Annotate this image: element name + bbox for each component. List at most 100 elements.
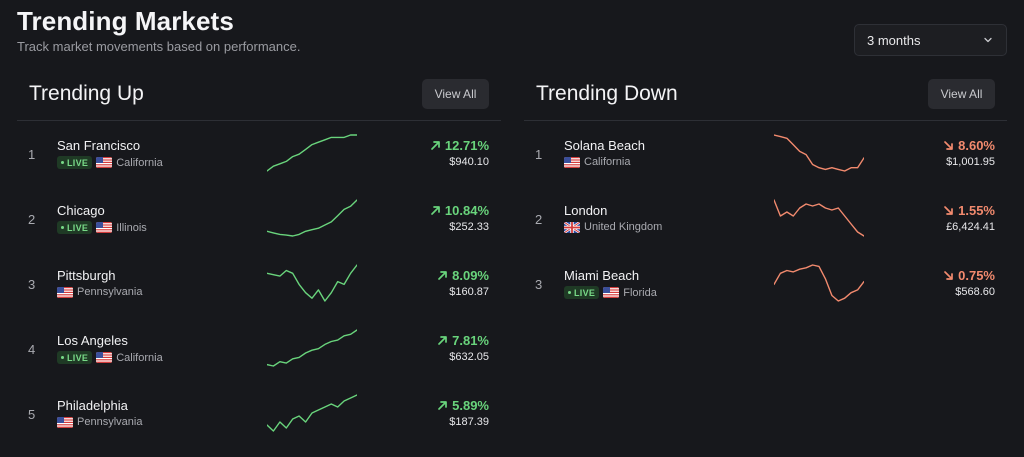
rank-number: 2 [535, 212, 543, 227]
rank-number: 4 [28, 342, 36, 357]
arrow-up-right-icon [430, 205, 441, 216]
market-row[interactable]: 5 Philadelphia Pennsylvania 5.89% $187.39 [17, 381, 501, 446]
rank-number: 2 [28, 212, 36, 227]
sparkline-chart [774, 134, 864, 172]
us-flag-icon [57, 286, 73, 298]
percent-value: 1.55% [958, 203, 995, 218]
price-value: $160.87 [449, 286, 489, 298]
panel-header: Trending Up View All [17, 78, 501, 121]
sparkline-chart [774, 264, 864, 302]
sparkline-line [774, 264, 864, 302]
percent-value: 0.75% [958, 268, 995, 283]
city-name: Chicago [57, 203, 105, 218]
percent-change: 7.81% [437, 333, 489, 348]
live-dot-icon [61, 226, 64, 229]
live-badge: LIVE [564, 286, 600, 299]
city-name: Philadelphia [57, 398, 128, 413]
rank-number: 1 [28, 147, 36, 162]
city-name: Los Angeles [57, 333, 128, 348]
live-label: LIVE [67, 157, 89, 168]
rank-number: 3 [535, 277, 543, 292]
city-name: Solana Beach [564, 138, 645, 153]
sparkline-line [267, 199, 357, 237]
region-name: United Kingdom [584, 221, 663, 233]
live-dot-icon [568, 291, 571, 294]
arrow-up-right-icon [430, 140, 441, 151]
arrow-up-right-icon [437, 400, 448, 411]
city-name: Miami Beach [564, 268, 640, 283]
sparkline-chart [774, 199, 864, 237]
live-badge: LIVE [57, 351, 93, 364]
location-info: Pennsylvania [57, 286, 142, 298]
percent-value: 10.84% [444, 203, 489, 218]
market-row[interactable]: 3 Pittsburgh Pennsylvania 8.09% $160.87 [17, 251, 501, 316]
price-value: $632.05 [449, 351, 489, 363]
live-dot-icon [61, 161, 64, 164]
arrow-down-right-icon [943, 270, 954, 281]
live-label: LIVE [67, 352, 89, 363]
sparkline-chart [267, 199, 357, 237]
time-range-value: 3 months [867, 32, 921, 48]
price-value: $1,001.95 [946, 156, 995, 168]
page-subtitle: Track market movements based on performa… [17, 39, 301, 54]
market-row[interactable]: 3 Miami Beach LIVE Florida 0.75% $568.60 [524, 251, 1007, 316]
location-info: LIVE Florida [564, 286, 657, 299]
city-name: London [564, 203, 608, 218]
rank-number: 1 [535, 147, 543, 162]
page-title: Trending Markets [17, 6, 234, 36]
sparkline-line [267, 264, 357, 302]
city-name: San Francisco [57, 138, 141, 153]
price-value: $568.60 [955, 286, 995, 298]
market-row[interactable]: 4 Los Angeles LIVE California 7.81% $632.05 [17, 316, 501, 381]
us-flag-icon [564, 156, 580, 168]
price-value: £6,424.41 [946, 221, 995, 233]
region-name: Illinois [116, 221, 147, 234]
live-badge: LIVE [57, 221, 93, 234]
view-all-button[interactable]: View All [422, 79, 489, 109]
price-value: $940.10 [449, 156, 489, 168]
view-all-button[interactable]: View All [928, 79, 995, 109]
market-row[interactable]: 2 London United Kingdom 1.55% £6,424.41 [524, 186, 1007, 251]
trending-down-list: 1 Solana Beach California 8.60% $1,001.95 2 Lo… [524, 121, 1007, 316]
region-name: California [116, 351, 163, 364]
location-info: LIVE California [57, 351, 163, 364]
sparkline-line [267, 134, 357, 172]
time-range-select[interactable]: 3 months [854, 24, 1007, 56]
us-flag-icon [96, 157, 113, 168]
sparkline-chart [267, 329, 357, 367]
sparkline-line [774, 199, 864, 237]
region-name: Florida [623, 286, 657, 299]
location-info: California [564, 156, 630, 168]
sparkline-chart [267, 134, 357, 172]
trending-down-panel: Trending Down View All 1 Solana Beach Cali… [524, 78, 1007, 316]
market-row[interactable]: 2 Chicago LIVE Illinois 10.84% $252.33 [17, 186, 501, 251]
live-dot-icon [61, 356, 64, 359]
percent-change: 12.71% [430, 138, 489, 153]
region-name: California [116, 156, 163, 169]
rank-number: 5 [28, 407, 36, 422]
trending-up-panel: Trending Up View All 1 San Francisco LIVE C… [17, 78, 501, 446]
arrow-up-right-icon [437, 270, 448, 281]
sparkline-line [774, 134, 864, 172]
rank-number: 3 [28, 277, 36, 292]
region-name: Pennsylvania [77, 286, 143, 298]
city-name: Pittsburgh [57, 268, 116, 283]
market-row[interactable]: 1 San Francisco LIVE California 12.71% $940.1… [17, 121, 501, 186]
uk-flag-icon [564, 221, 580, 233]
percent-change: 5.89% [437, 398, 489, 413]
region-name: Pennsylvania [77, 416, 143, 428]
arrow-down-right-icon [943, 140, 954, 151]
location-info: United Kingdom [564, 221, 662, 233]
market-row[interactable]: 1 Solana Beach California 8.60% $1,001.95 [524, 121, 1007, 186]
percent-value: 12.71% [444, 138, 489, 153]
percent-value: 8.60% [958, 138, 995, 153]
panel-header: Trending Down View All [524, 78, 1007, 121]
us-flag-icon [96, 352, 113, 363]
percent-change: 8.60% [943, 138, 995, 153]
panel-title: Trending Down [536, 82, 678, 105]
price-value: $252.33 [449, 221, 489, 233]
region-name: California [584, 156, 631, 168]
location-info: LIVE California [57, 156, 163, 169]
percent-change: 0.75% [943, 268, 995, 283]
chevron-down-icon [984, 37, 992, 43]
